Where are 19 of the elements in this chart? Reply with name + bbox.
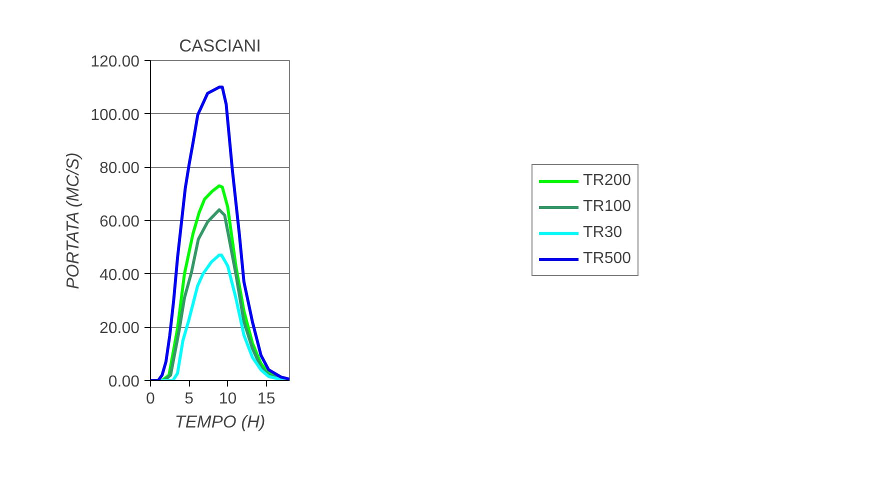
x-tick-label: 5 [184, 390, 194, 408]
x-tick-label: 15 [257, 390, 276, 408]
legend-label: TR200 [582, 172, 632, 190]
y-axis-title: PORTATA (MC/S) [62, 152, 83, 290]
y-tick-label: 40.00 [99, 266, 140, 284]
y-tick-label: 120.00 [90, 54, 140, 70]
x-axis-title: TEMPO (H) [174, 412, 266, 432]
y-tick-label: 20.00 [99, 320, 140, 338]
y-tick-label: 60.00 [99, 214, 140, 230]
legend-label: TR100 [582, 198, 632, 216]
chart-title: CASCIANI [179, 36, 261, 56]
y-tick-label: 100.00 [90, 106, 140, 124]
x-tick-label: 10 [218, 390, 237, 408]
line-series [150, 86, 290, 380]
legend-label: TR30 [582, 224, 622, 242]
legend-label: TR500 [582, 250, 632, 268]
y-tick-label: 0.00 [108, 374, 140, 390]
y-tick-label: 80.00 [99, 160, 140, 178]
x-tick-label: 0 [146, 390, 156, 408]
